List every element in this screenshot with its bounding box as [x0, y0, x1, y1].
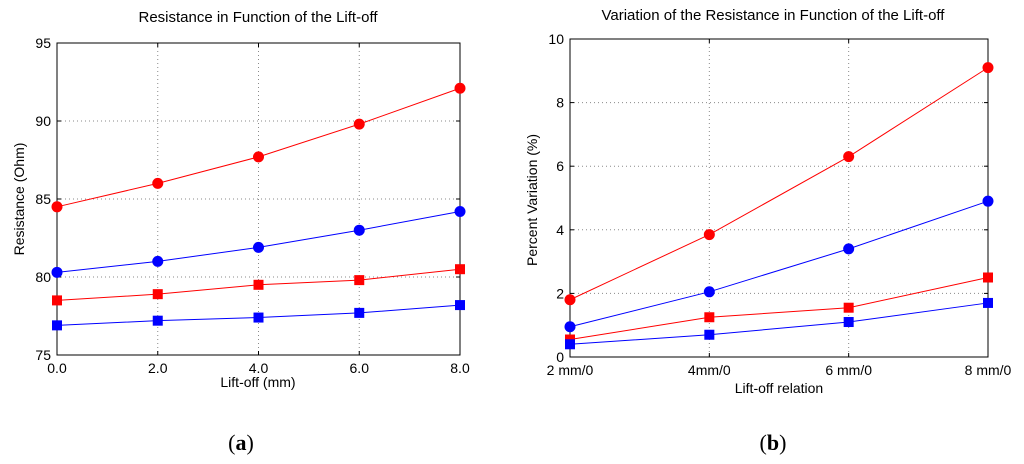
chart-b-series-2-point: [843, 302, 854, 313]
chart-a-series-3-point: [152, 315, 163, 326]
chart-a-xtick-label: 8.0: [450, 360, 470, 376]
chart-a-series: [51, 82, 466, 331]
chart-a-ytick-label: 75: [35, 347, 51, 363]
chart-b-series-1-point: [703, 286, 715, 298]
chart-b-series-3-point: [983, 297, 993, 308]
chart-b-ytick-label: 4: [556, 222, 564, 238]
chart-a-caption: (a): [228, 430, 254, 455]
chart-a-series-0-point: [454, 82, 466, 94]
chart-b-caption: (b): [760, 430, 787, 455]
chart-a-series-0-point: [253, 151, 264, 163]
panel-b: Variation of the Resistance in Function …: [524, 7, 1012, 455]
chart-a-title: Resistance in Function of the Lift-off: [138, 9, 378, 26]
chart-b-grid: [569, 38, 989, 358]
chart-b-caption-open: (: [760, 430, 767, 455]
chart-a-series-0-point: [51, 201, 63, 213]
chart-b-series: [564, 62, 994, 350]
chart-a-caption-open: (: [228, 430, 235, 455]
chart-a-series-0-point: [152, 177, 164, 189]
chart-b-ytick-label: 10: [548, 31, 564, 47]
chart-a-series-3-point: [354, 307, 365, 318]
chart-a-xtick-label: 6.0: [350, 360, 370, 376]
chart-a-series-1-point: [454, 205, 466, 217]
chart-b-series-0-point: [564, 294, 576, 306]
chart-b-caption-close: ): [779, 430, 786, 455]
chart-b-ytick-label: 6: [556, 158, 564, 174]
chart-b-ticks: 2 mm/0 4mm/0 6 mm/0 8 mm/0 0 2 4 6 8 10: [547, 31, 1012, 378]
chart-b-xtick-label: 8 mm/0: [965, 362, 1012, 378]
chart-b-series-3-point: [843, 317, 854, 328]
chart-a-series-2-point: [52, 295, 62, 306]
chart-a-series-2-point: [253, 279, 264, 290]
chart-b-title: Variation of the Resistance in Function …: [602, 7, 946, 24]
chart-b-series-2-line: [569, 277, 989, 341]
chart-a-series-3-point: [52, 320, 62, 331]
chart-b-caption-letter: b: [767, 430, 779, 455]
chart-a-xtick-label: 4.0: [249, 360, 269, 376]
chart-a-series-0-point: [353, 118, 365, 130]
chart-a-xlabel: Lift-off (mm): [220, 374, 295, 390]
chart-b-plot-frame: [569, 38, 989, 358]
chart-b-series-0-point: [843, 151, 855, 163]
chart-a-series-1-point: [353, 224, 365, 236]
chart-b-ytick-label: 0: [556, 349, 564, 365]
chart-b-series-1-point: [982, 195, 994, 207]
chart-b-xtick-label: 2 mm/0: [547, 362, 594, 378]
chart-b-series-0-point: [982, 62, 994, 74]
chart-a-series-1-point: [152, 255, 164, 267]
chart-a-series-1-point: [51, 266, 63, 278]
chart-a-series-1-point: [253, 241, 264, 253]
chart-b-ylabel: Percent Variation (%): [524, 134, 540, 266]
chart-a-series-2-point: [354, 275, 365, 286]
chart-b-series-2-point: [983, 272, 993, 283]
chart-a-xtick-label: 0.0: [47, 360, 67, 376]
chart-a-xtick-label: 2.0: [148, 360, 168, 376]
chart-a-series-2-point: [455, 264, 465, 275]
chart-a-ytick-label: 95: [35, 35, 51, 51]
chart-a-ytick-label: 85: [35, 191, 51, 207]
chart-b-ytick-label: 2: [556, 285, 564, 301]
chart-b-series-0-line: [569, 67, 989, 301]
chart-b-series-3-line: [569, 302, 989, 345]
chart-a-series-3-point: [455, 300, 465, 311]
chart-a-ytick-label: 80: [35, 269, 51, 285]
chart-b-series-3-point: [704, 329, 715, 340]
chart-b-ytick-label: 8: [556, 95, 564, 111]
chart-a-series-2-point: [152, 289, 163, 300]
chart-b-series-1-point: [843, 243, 855, 255]
chart-a-ylabel: Resistance (Ohm): [11, 143, 27, 256]
chart-b-series-2-point: [704, 312, 715, 323]
chart-a-series-3-point: [253, 312, 264, 323]
chart-b-xtick-label: 6 mm/0: [825, 362, 872, 378]
chart-a-caption-close: ): [247, 430, 254, 455]
chart-b-xtick-label: 4mm/0: [688, 362, 731, 378]
panel-a: Resistance in Function of the Lift-off 0…: [11, 9, 470, 455]
chart-b-series-0-point: [703, 229, 715, 241]
chart-a-ytick-label: 90: [35, 113, 51, 129]
chart-a-ticks: 0.0 2.0 4.0 6.0 8.0 75 80 85 90 95: [35, 35, 470, 376]
chart-b-series-3-point: [565, 339, 575, 350]
chart-a-caption-letter: a: [236, 430, 247, 455]
chart-b-series-1-line: [569, 200, 989, 328]
chart-b-xlabel: Lift-off relation: [735, 380, 823, 396]
chart-a-grid: [56, 42, 461, 356]
chart-b-series-1-point: [564, 321, 576, 333]
